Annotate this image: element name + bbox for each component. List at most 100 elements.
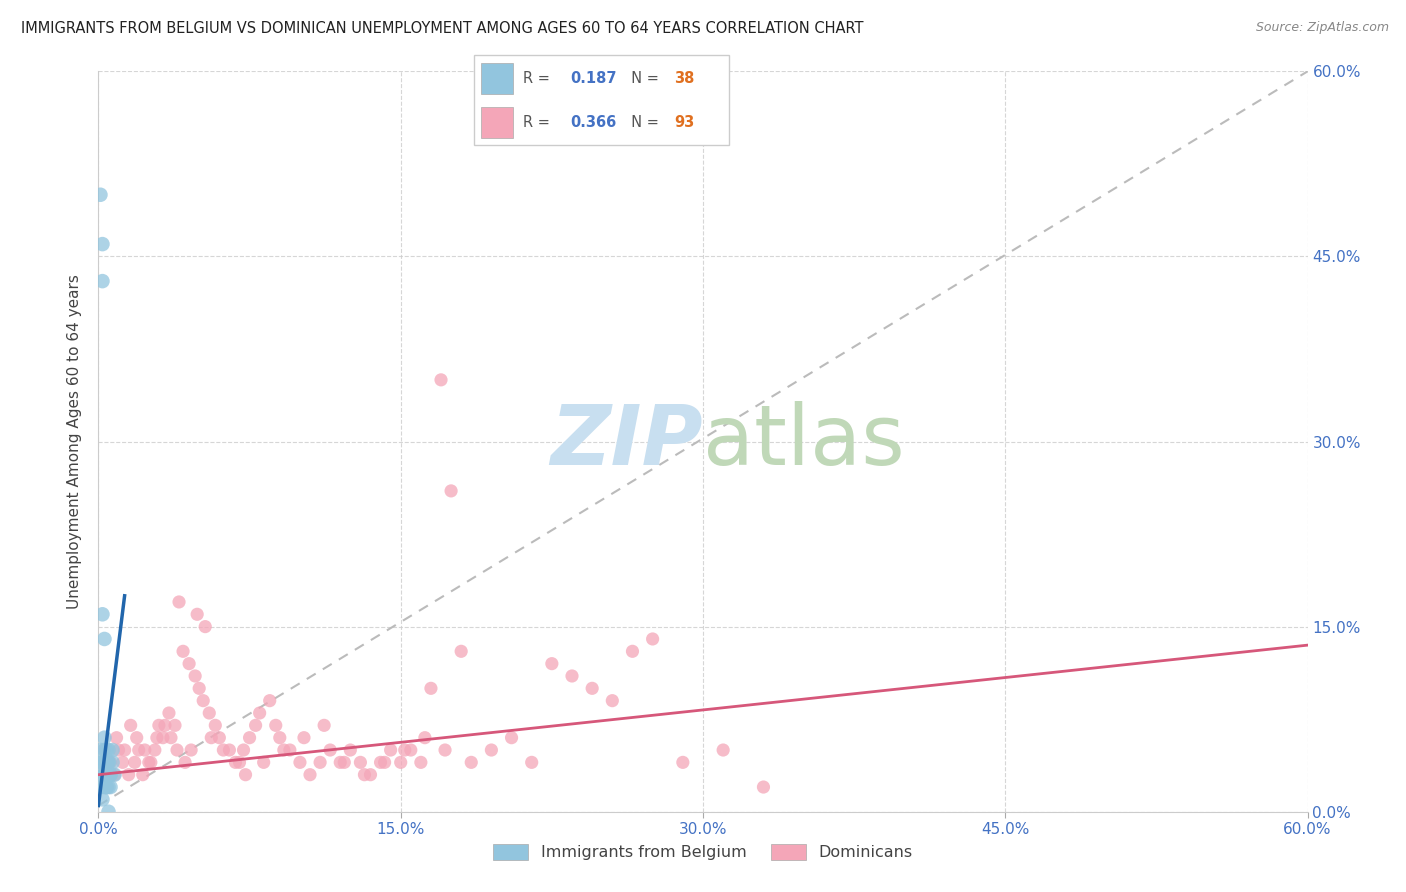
Point	[239, 731, 262, 745]
Point	[101, 756, 124, 770]
Point	[370, 756, 392, 770]
FancyBboxPatch shape	[481, 63, 513, 94]
Point	[97, 756, 120, 770]
Point	[96, 780, 118, 794]
Point	[711, 743, 734, 757]
Point	[273, 743, 295, 757]
Point	[520, 756, 543, 770]
Text: 0.187: 0.187	[569, 70, 616, 86]
Point	[200, 731, 222, 745]
Point	[380, 743, 402, 757]
Point	[621, 644, 644, 658]
Point	[409, 756, 432, 770]
Point	[389, 756, 412, 770]
Point	[96, 767, 118, 781]
Point	[218, 743, 240, 757]
Point	[399, 743, 422, 757]
Point	[501, 731, 523, 745]
Point	[360, 767, 382, 781]
Point	[139, 756, 162, 770]
Point	[269, 731, 291, 745]
Point	[292, 731, 315, 745]
Point	[180, 743, 202, 757]
Point	[152, 731, 174, 745]
Point	[96, 756, 118, 770]
Point	[91, 607, 114, 622]
Point	[299, 767, 322, 781]
Point	[153, 718, 176, 732]
Point	[93, 767, 115, 781]
Point	[353, 767, 375, 781]
Point	[339, 743, 361, 757]
Point	[105, 731, 128, 745]
Point	[224, 756, 246, 770]
Point	[107, 743, 129, 757]
Point	[120, 718, 142, 732]
Point	[97, 780, 120, 794]
Point	[602, 694, 624, 708]
Text: 93: 93	[673, 115, 695, 130]
Text: ZIP: ZIP	[550, 401, 703, 482]
Point	[89, 767, 111, 781]
Point	[198, 706, 221, 720]
Point	[193, 694, 215, 708]
Point	[91, 792, 114, 806]
Text: 38: 38	[673, 70, 695, 86]
Point	[460, 756, 482, 770]
FancyBboxPatch shape	[474, 55, 728, 145]
Point	[314, 718, 336, 732]
Text: N =: N =	[621, 115, 664, 130]
Point	[93, 743, 115, 757]
Point	[97, 767, 120, 781]
Point	[561, 669, 583, 683]
Point	[253, 756, 276, 770]
Point	[97, 756, 120, 770]
Point	[93, 767, 115, 781]
Point	[132, 767, 155, 781]
Text: R =: R =	[523, 70, 554, 86]
Point	[259, 694, 281, 708]
Point	[163, 718, 186, 732]
Point	[278, 743, 301, 757]
Point	[208, 731, 231, 745]
Text: atlas: atlas	[703, 401, 904, 482]
Point	[124, 756, 146, 770]
Point	[672, 756, 695, 770]
Text: N =: N =	[621, 70, 664, 86]
Point	[166, 743, 188, 757]
Point	[394, 743, 416, 757]
Point	[97, 805, 120, 819]
Point	[349, 756, 371, 770]
Text: IMMIGRANTS FROM BELGIUM VS DOMINICAN UNEMPLOYMENT AMONG AGES 60 TO 64 YEARS CORR: IMMIGRANTS FROM BELGIUM VS DOMINICAN UNE…	[21, 21, 863, 36]
Point	[96, 743, 118, 757]
Point	[125, 731, 148, 745]
Point	[93, 632, 115, 646]
Point	[148, 718, 170, 732]
Point	[97, 756, 120, 770]
Point	[103, 767, 125, 781]
Point	[111, 756, 134, 770]
Point	[374, 756, 396, 770]
Point	[138, 756, 160, 770]
Point	[103, 767, 125, 781]
Point	[288, 756, 311, 770]
Point	[91, 756, 114, 770]
Text: R =: R =	[523, 115, 554, 130]
Point	[481, 743, 503, 757]
Point	[96, 780, 118, 794]
Point	[413, 731, 436, 745]
Point	[450, 644, 472, 658]
Point	[319, 743, 342, 757]
Point	[235, 767, 257, 781]
Point	[93, 731, 115, 745]
Point	[91, 274, 114, 288]
Point	[434, 743, 457, 757]
Text: Source: ZipAtlas.com: Source: ZipAtlas.com	[1256, 21, 1389, 34]
Point	[100, 767, 122, 781]
Text: 0.366: 0.366	[569, 115, 616, 130]
Point	[160, 731, 183, 745]
Point	[581, 681, 603, 696]
Point	[179, 657, 201, 671]
Point	[96, 756, 118, 770]
Point	[93, 743, 115, 757]
